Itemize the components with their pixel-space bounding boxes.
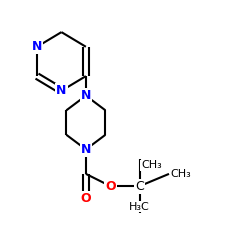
Text: N: N [81,143,91,156]
Text: N: N [56,84,67,97]
Text: O: O [80,192,91,205]
Text: C: C [135,180,144,192]
Text: CH₃: CH₃ [141,160,162,170]
Text: N: N [81,89,91,102]
Text: H₃C: H₃C [129,202,150,212]
Text: O: O [105,180,116,192]
Text: N: N [32,40,42,53]
Text: CH₃: CH₃ [170,169,191,179]
